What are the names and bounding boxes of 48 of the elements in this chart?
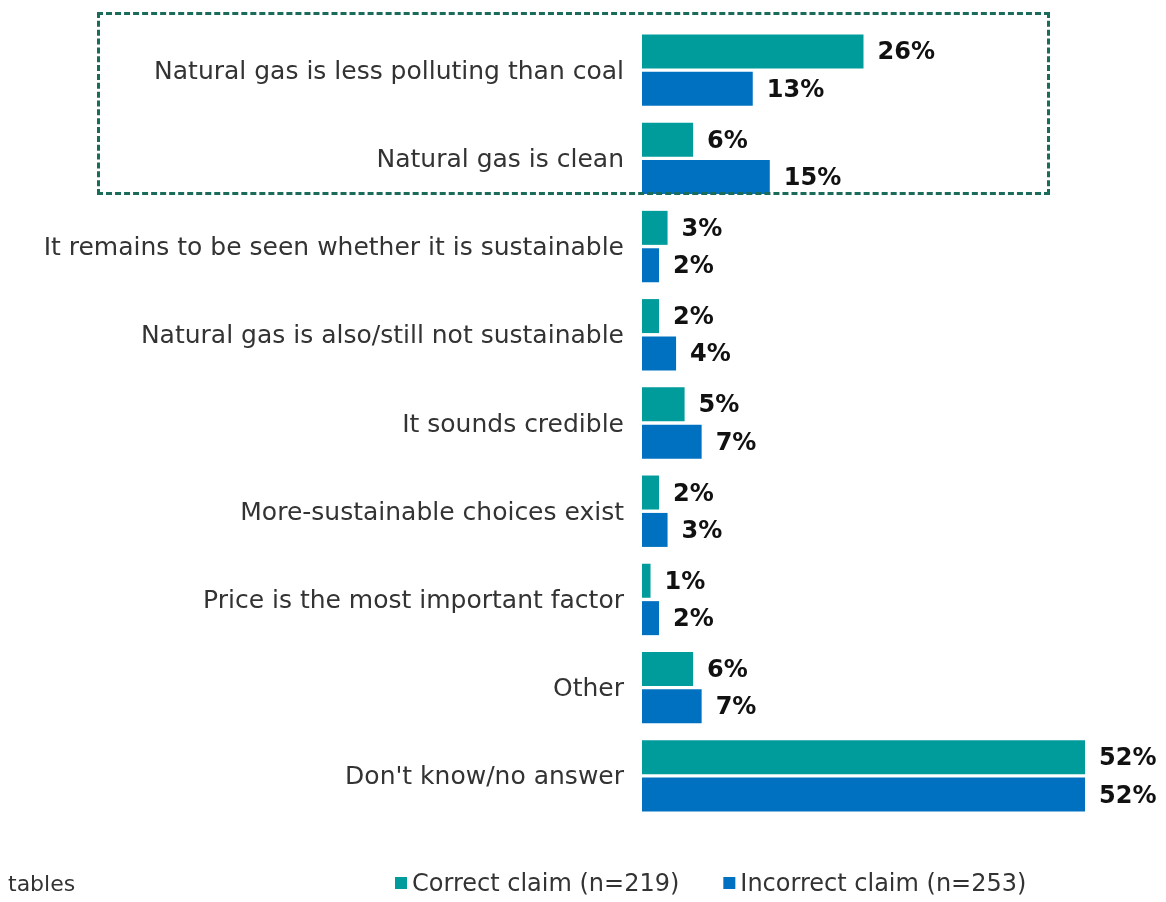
bar (642, 336, 677, 371)
data-label: 7% (715, 427, 757, 456)
bar (642, 601, 660, 636)
bar (642, 160, 770, 195)
bar (642, 651, 694, 686)
bar (642, 210, 668, 245)
bar (642, 424, 702, 459)
data-label: 2% (673, 251, 714, 280)
y-tick-label: Don't know/no answer (345, 761, 625, 791)
data-label: 2% (673, 478, 714, 507)
data-label: 3% (681, 515, 723, 544)
data-label: 5% (698, 390, 740, 419)
bar (642, 475, 660, 510)
data-label: 6% (707, 654, 748, 683)
data-label: 52% (1099, 780, 1157, 809)
bar (642, 122, 694, 157)
data-label: 26% (877, 37, 935, 66)
bar (642, 71, 753, 106)
y-tick-label: Price is the most important factor (203, 584, 625, 614)
bar (642, 777, 1085, 812)
bar (642, 689, 702, 724)
y-tick-label: Other (553, 673, 625, 703)
data-label: 2% (673, 302, 714, 331)
data-label: 1% (664, 566, 706, 595)
y-tick-label: Natural gas is less polluting than coal (154, 55, 624, 85)
y-tick-label: It remains to be seen whether it is sustainable (43, 232, 624, 262)
legend-label: Incorrect claim (n=253) (740, 869, 1027, 897)
bar (642, 563, 651, 598)
data-label: 52% (1099, 743, 1157, 772)
legend-label: Correct claim (n=219) (412, 869, 680, 897)
data-label: 13% (766, 74, 825, 103)
bar (642, 248, 660, 283)
y-tick-label: It sounds credible (402, 408, 624, 438)
text: tables (8, 870, 76, 896)
data-label: 7% (715, 692, 757, 721)
bar (642, 512, 668, 547)
data-label: 15% (783, 163, 842, 192)
bar (642, 34, 864, 69)
data-label: 6% (707, 125, 748, 154)
bar (642, 387, 685, 422)
y-tick-label: More-sustainable choices exist (240, 496, 625, 526)
bar (642, 299, 660, 334)
data-label: 2% (673, 604, 714, 633)
y-tick-label: Natural gas is also/still not sustainable (140, 320, 624, 350)
y-tick-label: Natural gas is clean (376, 143, 624, 173)
bar (642, 740, 1085, 775)
data-label: 3% (681, 213, 723, 242)
data-label: 4% (690, 339, 731, 368)
